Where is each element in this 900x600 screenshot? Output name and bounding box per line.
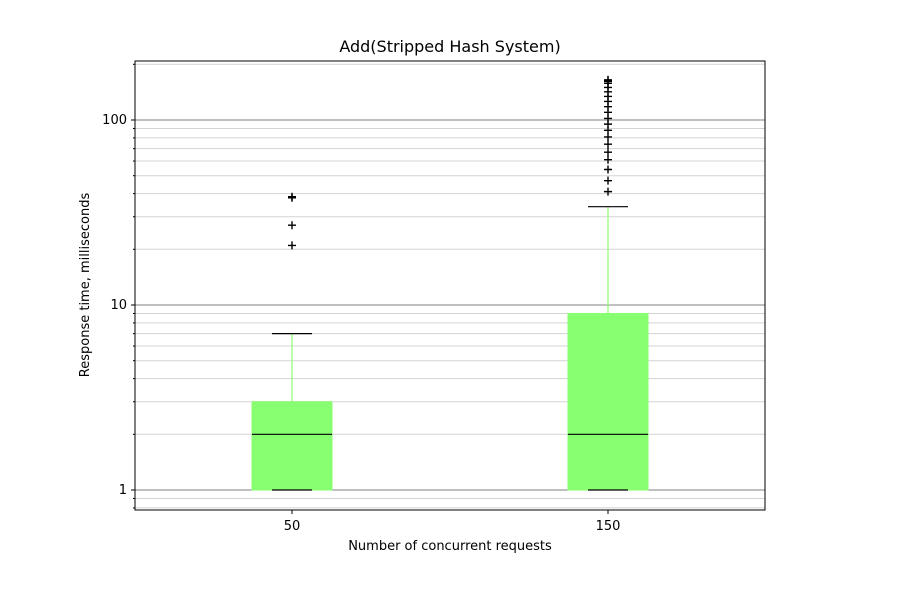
outlier-point	[604, 187, 612, 196]
outlier-point	[288, 241, 296, 250]
grid-layer	[135, 63, 765, 509]
x-axis-label: Number of concurrent requests	[348, 539, 552, 554]
y-tick-label: 10	[110, 298, 127, 313]
y-tick-label: 100	[102, 113, 127, 128]
outlier-point	[604, 165, 612, 174]
plot-frame	[134, 60, 766, 511]
y-tick-label: 1	[119, 483, 127, 498]
outlier-point	[288, 221, 296, 230]
y-axis-label: Response time, milliseconds	[78, 193, 93, 378]
box-iqr	[567, 312, 649, 491]
x-tick-label: 50	[284, 519, 301, 534]
outlier-point	[604, 75, 612, 84]
tick-layer: 1 10 100 50 150	[102, 63, 621, 534]
x-tick-label: 150	[596, 519, 621, 534]
box-iqr	[251, 401, 333, 491]
outlier-point	[604, 148, 612, 157]
chart-title: Add(Stripped Hash System)	[339, 37, 560, 56]
outlier-point	[604, 176, 612, 185]
outlier-point	[604, 155, 612, 164]
box-layer	[251, 75, 649, 491]
outlier-point	[604, 140, 612, 149]
outlier-point	[288, 192, 296, 201]
